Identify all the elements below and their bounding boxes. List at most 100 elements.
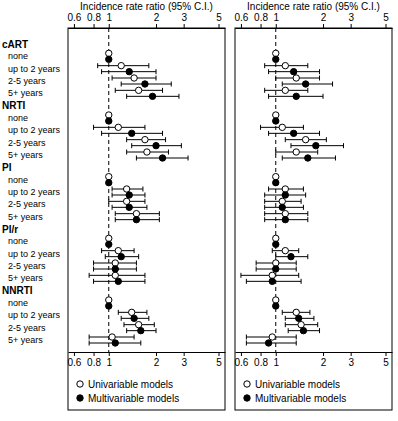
error-bar <box>112 193 145 198</box>
tick-mark <box>386 24 387 28</box>
row-label: 2-5 years <box>8 76 46 86</box>
legend-entry: Multivariable models <box>77 393 179 404</box>
tick-mark <box>241 352 242 356</box>
error-bar <box>127 328 156 333</box>
ci-cap <box>93 125 94 130</box>
tick-label: 1 <box>273 357 279 368</box>
row-label: 5+ years <box>8 88 43 98</box>
point <box>106 173 112 179</box>
ci-cap <box>275 150 276 155</box>
ci-cap <box>112 205 113 210</box>
error-bar <box>256 261 296 266</box>
ci-cap <box>264 205 265 210</box>
row-label: none <box>8 298 28 308</box>
point <box>149 93 155 99</box>
error-bar <box>276 254 308 259</box>
ci-cap <box>115 211 116 216</box>
ci-cap <box>144 279 145 284</box>
point <box>300 327 306 333</box>
ci-cap <box>301 279 302 284</box>
error-bar <box>121 316 149 321</box>
point <box>112 272 118 278</box>
tick-mark <box>184 352 185 356</box>
error-bar <box>261 125 304 130</box>
point <box>112 340 118 346</box>
error-bar <box>269 69 320 74</box>
ci-cap <box>285 322 286 327</box>
ci-cap <box>112 76 113 81</box>
legend-symbol <box>77 381 83 387</box>
ci-cap <box>246 335 247 340</box>
row-label: 2-5 years <box>8 323 46 333</box>
ci-cap <box>323 94 324 99</box>
error-bar <box>246 335 296 340</box>
tick-label: 2 <box>321 357 327 368</box>
tick-label: 5 <box>216 357 222 368</box>
point <box>279 198 285 204</box>
ci-cap <box>123 322 124 327</box>
row-label: none <box>8 175 28 185</box>
point <box>273 50 279 56</box>
point <box>133 210 139 216</box>
ci-cap <box>115 217 116 222</box>
point <box>106 179 112 185</box>
error-bar <box>265 63 308 68</box>
point <box>118 62 124 68</box>
marks <box>89 50 188 346</box>
ci-cap <box>162 88 163 93</box>
point <box>293 93 299 99</box>
point <box>126 68 132 74</box>
ci-cap <box>282 156 283 161</box>
ci-cap <box>101 131 102 136</box>
point <box>115 124 121 130</box>
tick-mark <box>323 352 324 356</box>
point <box>106 56 112 62</box>
point <box>282 210 288 216</box>
error-bar <box>291 143 344 148</box>
ci-cap <box>93 267 94 272</box>
legend-label: Univariable models <box>88 379 173 390</box>
error-bar <box>256 267 296 272</box>
tick-mark <box>323 24 324 28</box>
tick-label: 2 <box>154 357 160 368</box>
row-label: 5+ years <box>8 273 43 283</box>
ci-cap <box>268 187 269 192</box>
error-bar <box>94 261 137 266</box>
chart: cARTNRTIPIPI/rNNRTInoneup to 2 years2-5 … <box>0 0 398 421</box>
point <box>126 192 132 198</box>
point <box>142 136 148 142</box>
error-bar <box>94 267 137 272</box>
tick-label: 2 <box>321 12 327 23</box>
point <box>115 278 121 284</box>
point <box>142 81 148 87</box>
tick: 2 <box>321 12 327 28</box>
error-bar <box>89 341 141 346</box>
error-bar <box>124 322 154 327</box>
error-bar <box>269 187 304 192</box>
ci-cap <box>142 187 143 192</box>
ci-cap <box>134 248 135 253</box>
ci-cap <box>298 273 299 278</box>
tick: 5 <box>216 352 222 368</box>
point <box>293 75 299 81</box>
row-label: 5+ years <box>8 150 43 160</box>
group-label: NRTI <box>2 100 26 111</box>
ci-cap <box>148 316 149 321</box>
row-label: up to 2 years <box>8 125 61 135</box>
point <box>273 303 279 309</box>
ci-cap <box>343 143 344 148</box>
ci-cap <box>156 76 157 81</box>
point <box>273 179 279 185</box>
ci-cap <box>93 279 94 284</box>
point <box>126 204 132 210</box>
ci-cap <box>101 248 102 253</box>
legend-entry: Univariable models <box>77 379 173 390</box>
tick: 2 <box>154 352 160 368</box>
error-bar <box>246 341 296 346</box>
tick: 0.8 <box>254 352 268 368</box>
tick: 0.6 <box>234 12 248 28</box>
point <box>282 192 288 198</box>
tick-mark <box>184 24 185 28</box>
tick: 1 <box>106 12 112 28</box>
error-bar <box>127 150 169 155</box>
